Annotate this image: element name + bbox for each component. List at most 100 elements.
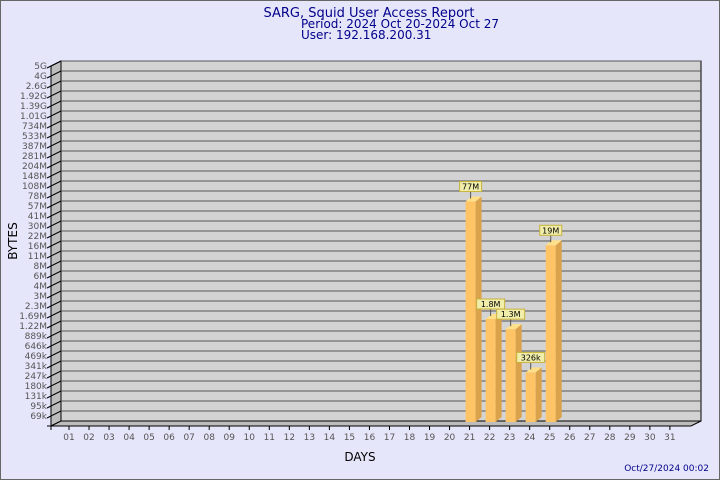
y-tick <box>46 90 62 99</box>
x-tick-label: 19 <box>424 433 436 443</box>
y-tick <box>46 180 62 189</box>
chart-subtitle-period: Period: 2024 Oct 20-2024 Oct 27 <box>301 17 499 31</box>
y-tick-label: 11M <box>28 252 47 262</box>
data-label: 19M <box>542 226 559 235</box>
y-tick-label: 889k <box>25 332 48 342</box>
bar-22 <box>485 318 496 422</box>
data-label: 77M <box>462 183 479 192</box>
y-tick-label: 1.92G <box>20 92 47 102</box>
x-tick-label: 20 <box>444 433 456 443</box>
x-tick-label: 13 <box>304 433 315 443</box>
x-tick-label: 29 <box>624 433 636 443</box>
y-tick <box>46 250 62 259</box>
y-tick <box>46 290 62 299</box>
y-tick <box>46 150 62 159</box>
y-tick-label: 41M <box>28 212 47 222</box>
data-label: 1.3M <box>501 310 521 319</box>
bar-25 <box>545 245 556 422</box>
y-tick <box>46 330 62 339</box>
y-tick <box>46 260 62 269</box>
x-tick-label: 31 <box>664 433 675 443</box>
y-tick-label: 3M <box>34 292 48 302</box>
x-tick-label: 03 <box>103 433 114 443</box>
x-tick-label: 22 <box>484 433 495 443</box>
y-tick <box>46 410 62 419</box>
y-tick-label: 8M <box>34 262 48 272</box>
bar-top <box>525 367 542 373</box>
bar-side <box>515 324 522 422</box>
bar-24 <box>525 372 536 422</box>
y-tick-label: 646k <box>25 342 48 352</box>
y-tick-label: 95k <box>30 402 47 412</box>
chart-subtitle-user: User: 192.168.200.31 <box>301 28 431 42</box>
y-tick-label: 281M <box>22 152 47 162</box>
y-tick-label: 4M <box>34 282 48 292</box>
y-tick <box>46 190 62 199</box>
y-tick <box>46 240 62 249</box>
x-tick-label: 27 <box>584 433 595 443</box>
chart-title: SARG, Squid User Access Report <box>264 6 475 21</box>
y-tick-label: 22M <box>28 232 47 242</box>
y-tick-label: 247k <box>25 372 48 382</box>
x-axis-label: DAYS <box>344 450 375 464</box>
x-tick-label: 24 <box>524 433 536 443</box>
y-tick-label: 6M <box>34 272 48 282</box>
y-tick <box>46 220 62 229</box>
data-label-box <box>516 351 546 363</box>
y-tick-label: 148M <box>22 172 47 182</box>
x-tick-label: 25 <box>544 433 555 443</box>
y-tick <box>46 350 62 359</box>
x-tick-label: 14 <box>324 433 336 443</box>
y-tick <box>46 280 62 289</box>
x-tick-label: 21 <box>464 433 475 443</box>
y-tick <box>46 80 62 89</box>
floor <box>50 420 702 427</box>
y-tick-label: 2.6G <box>26 82 47 92</box>
x-tick-label: 06 <box>163 433 175 443</box>
x-tick-label: 01 <box>63 433 74 443</box>
data-label: 326k <box>521 353 541 362</box>
y-tick <box>46 340 62 349</box>
bar-23 <box>505 329 516 422</box>
y-tick <box>46 390 62 399</box>
y-tick <box>46 70 62 79</box>
y-tick <box>46 300 62 309</box>
x-tick-label: 17 <box>384 433 395 443</box>
y-tick <box>46 400 62 409</box>
x-tick-label: 12 <box>284 433 295 443</box>
x-tick-label: 05 <box>143 433 154 443</box>
y-tick-label: 2.3M <box>25 302 47 312</box>
y-tick <box>46 320 62 329</box>
y-tick-label: 180k <box>25 382 48 392</box>
bar-side <box>535 367 542 422</box>
y-tick-label: 1.69M <box>19 312 47 322</box>
y-axis-label: BYTES <box>6 222 20 259</box>
bar-side <box>555 240 562 422</box>
y-tick-label: 131k <box>25 392 48 402</box>
y-tick <box>46 270 62 279</box>
y-tick-label: 30M <box>28 222 47 232</box>
timestamp: Oct/27/2024 00:02 <box>624 464 709 474</box>
bar-top <box>465 196 482 202</box>
x-tick-label: 07 <box>183 433 194 443</box>
y-tick-label: 4G <box>34 72 47 82</box>
y-tick <box>46 200 62 209</box>
y-tick <box>46 210 62 219</box>
y-tick-label: 1.39G <box>20 102 47 112</box>
x-tick-label: 11 <box>264 433 275 443</box>
data-label-box <box>496 308 526 320</box>
bar-top <box>505 324 522 330</box>
bar-side <box>495 313 502 422</box>
x-tick-label: 08 <box>203 433 215 443</box>
y-tick-label: 469k <box>25 352 48 362</box>
y-tick <box>46 110 62 119</box>
y-tick <box>46 310 62 319</box>
y-tick <box>46 120 62 129</box>
x-tick-label: 10 <box>244 433 256 443</box>
y-tick <box>46 160 62 169</box>
y-tick <box>46 360 62 369</box>
y-tick <box>46 170 62 179</box>
y-tick <box>46 370 62 379</box>
